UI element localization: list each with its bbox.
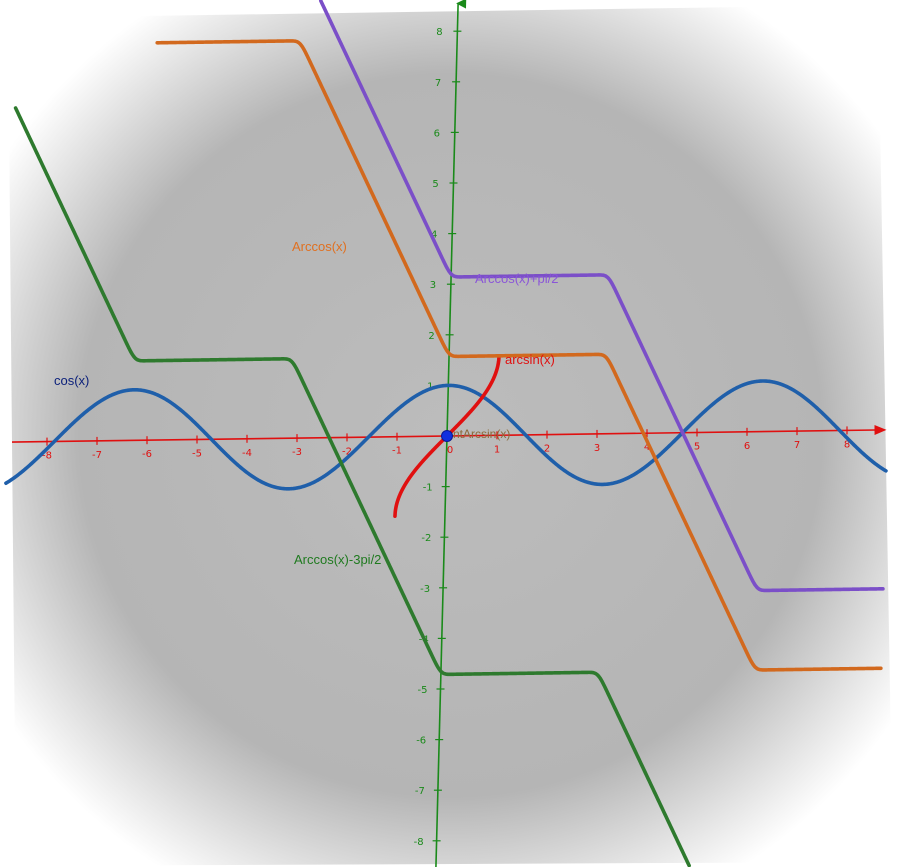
x-tick-label: 6 — [744, 441, 750, 452]
x-tick-label: 8 — [844, 439, 850, 450]
y-tick-label: 8 — [436, 27, 442, 38]
label-arccos-x: Arccos(x) — [292, 239, 347, 254]
y-tick-label: -5 — [418, 685, 428, 696]
y-tick-label: -8 — [414, 837, 424, 848]
y-tick-label: 2 — [428, 331, 434, 342]
x-tick-label: 3 — [594, 443, 600, 454]
curve-arccos-x-pi-2[interactable] — [319, 0, 885, 593]
y-tick-label: -6 — [416, 736, 426, 747]
x-tick-label: -5 — [192, 449, 202, 460]
x-tick-label: 5 — [694, 442, 700, 453]
y-tick-label: 1 — [427, 381, 433, 392]
label-cos-x: cos(x) — [54, 373, 89, 388]
curve-arccos-x[interactable] — [155, 39, 883, 672]
curve-arccos-x-3pi-2[interactable] — [13, 106, 691, 867]
y-tick-label: -2 — [421, 533, 431, 544]
x-tick-label: -7 — [92, 450, 102, 461]
x-tick-label: 7 — [794, 440, 800, 451]
x-tick-label: 4 — [644, 442, 650, 453]
x-tick-label: 0 — [447, 445, 453, 456]
labels-group: cos(x) arcsin(x) Arccos(x) Arccos(x)+pi/2 Ar… — [54, 239, 558, 567]
y-tick-label: 4 — [431, 230, 437, 241]
x-tick-label: -1 — [392, 446, 402, 457]
y-tick-label: -1 — [423, 483, 433, 494]
x-tick-label: -3 — [292, 447, 302, 458]
point-label: ntArcsin(x) — [453, 427, 510, 441]
y-tick-label: 6 — [434, 128, 440, 139]
x-tick-label: -2 — [342, 446, 352, 457]
x-tick-label: -8 — [42, 451, 52, 462]
x-tick-label: -4 — [242, 448, 252, 459]
label-arccos-x-pi-2: Arccos(x)+pi/2 — [475, 271, 558, 286]
label-arcsin-x: arcsin(x) — [505, 352, 555, 367]
x-tick-label: 1 — [494, 444, 500, 455]
label-arccos-x-3pi-2: Arccos(x)-3pi/2 — [294, 552, 381, 567]
x-tick-label: -6 — [142, 449, 152, 460]
y-tick-label: -7 — [415, 786, 425, 797]
y-tick-label: 3 — [430, 280, 436, 291]
y-tick-label: 7 — [435, 78, 441, 89]
curves-group — [4, 0, 888, 867]
y-tick-label: 5 — [432, 179, 438, 190]
x-tick-label: 2 — [544, 444, 550, 455]
y-tick-label: -3 — [420, 584, 430, 595]
curve-cos-x[interactable] — [4, 379, 888, 491]
point-marker[interactable] — [441, 430, 453, 442]
